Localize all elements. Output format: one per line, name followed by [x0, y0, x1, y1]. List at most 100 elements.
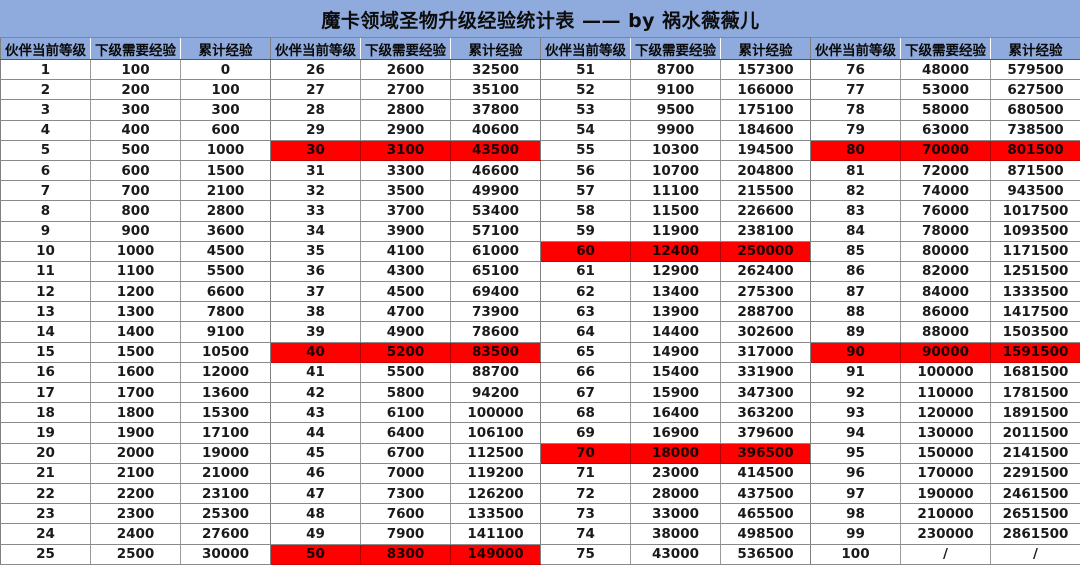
cell-level-lv68: 68 — [541, 403, 631, 423]
cell-level-lv69: 69 — [541, 423, 631, 443]
cell-next-exp-lv65: 14900 — [631, 342, 721, 362]
cell-total-exp-lv23: 25300 — [181, 504, 271, 524]
cell-total-exp-lv100: / — [991, 544, 1080, 564]
cell-level-lv59: 59 — [541, 221, 631, 241]
cell-next-exp-lv53: 9500 — [631, 100, 721, 120]
cell-next-exp-lv66: 15400 — [631, 362, 721, 382]
cell-level-lv83: 83 — [811, 201, 901, 221]
cell-total-exp-lv11: 5500 — [181, 261, 271, 281]
cell-level-lv50: 50 — [271, 544, 361, 564]
cell-total-exp-lv77: 627500 — [991, 80, 1080, 100]
cell-total-exp-lv65: 317000 — [721, 342, 811, 362]
cell-total-exp-lv70: 396500 — [721, 443, 811, 463]
cell-next-exp-lv92: 110000 — [901, 383, 991, 403]
cell-total-exp-lv53: 175100 — [721, 100, 811, 120]
cell-next-exp-lv42: 5800 — [361, 383, 451, 403]
cell-next-exp-lv33: 3700 — [361, 201, 451, 221]
cell-total-exp-lv92: 1781500 — [991, 383, 1080, 403]
cell-next-exp-lv69: 16900 — [631, 423, 721, 443]
cell-next-exp-lv83: 76000 — [901, 201, 991, 221]
cell-next-exp-lv47: 7300 — [361, 483, 451, 503]
cell-next-exp-lv67: 15900 — [631, 383, 721, 403]
cell-total-exp-lv40: 83500 — [451, 342, 541, 362]
cell-total-exp-lv49: 141100 — [451, 524, 541, 544]
cell-next-exp-lv62: 13400 — [631, 282, 721, 302]
cell-next-exp-lv23: 2300 — [91, 504, 181, 524]
cell-level-lv36: 36 — [271, 261, 361, 281]
cell-next-exp-lv97: 190000 — [901, 483, 991, 503]
cell-level-lv72: 72 — [541, 483, 631, 503]
cell-total-exp-lv5: 1000 — [181, 140, 271, 160]
cell-level-lv17: 17 — [1, 383, 91, 403]
cell-next-exp-lv95: 150000 — [901, 443, 991, 463]
cell-level-lv55: 55 — [541, 140, 631, 160]
cell-level-lv9: 9 — [1, 221, 91, 241]
cell-total-exp-lv37: 69400 — [451, 282, 541, 302]
cell-total-exp-lv39: 78600 — [451, 322, 541, 342]
column-header-total-exp-1: 累计经验 — [181, 38, 271, 60]
cell-next-exp-lv39: 4900 — [361, 322, 451, 342]
cell-total-exp-lv18: 15300 — [181, 403, 271, 423]
cell-next-exp-lv59: 11900 — [631, 221, 721, 241]
cell-total-exp-lv66: 331900 — [721, 362, 811, 382]
cell-next-exp-lv84: 78000 — [901, 221, 991, 241]
cell-level-lv7: 7 — [1, 181, 91, 201]
cell-total-exp-lv88: 1417500 — [991, 302, 1080, 322]
cell-total-exp-lv60: 250000 — [721, 241, 811, 261]
cell-total-exp-lv59: 238100 — [721, 221, 811, 241]
cell-next-exp-lv13: 1300 — [91, 302, 181, 322]
cell-next-exp-lv87: 84000 — [901, 282, 991, 302]
cell-total-exp-lv94: 2011500 — [991, 423, 1080, 443]
cell-level-lv35: 35 — [271, 241, 361, 261]
cell-level-lv54: 54 — [541, 120, 631, 140]
cell-level-lv2: 2 — [1, 80, 91, 100]
cell-next-exp-lv73: 33000 — [631, 504, 721, 524]
cell-total-exp-lv46: 119200 — [451, 463, 541, 483]
cell-next-exp-lv9: 900 — [91, 221, 181, 241]
cell-next-exp-lv3: 300 — [91, 100, 181, 120]
cell-total-exp-lv69: 379600 — [721, 423, 811, 443]
cell-level-lv15: 15 — [1, 342, 91, 362]
cell-next-exp-lv14: 1400 — [91, 322, 181, 342]
cell-total-exp-lv73: 465500 — [721, 504, 811, 524]
spreadsheet-canvas: 魔卡领域圣物升级经验统计表 —— by 祸水薇薇儿 伙伴当前等级下级需要经验累计… — [0, 0, 1080, 538]
cell-total-exp-lv96: 2291500 — [991, 463, 1080, 483]
cell-next-exp-lv81: 72000 — [901, 160, 991, 180]
cell-level-lv53: 53 — [541, 100, 631, 120]
cell-next-exp-lv86: 82000 — [901, 261, 991, 281]
cell-total-exp-lv81: 871500 — [991, 160, 1080, 180]
cell-next-exp-lv41: 5500 — [361, 362, 451, 382]
cell-next-exp-lv31: 3300 — [361, 160, 451, 180]
cell-total-exp-lv26: 32500 — [451, 60, 541, 80]
cell-level-lv14: 14 — [1, 322, 91, 342]
cell-next-exp-lv30: 3100 — [361, 140, 451, 160]
cell-level-lv70: 70 — [541, 443, 631, 463]
cell-level-lv57: 57 — [541, 181, 631, 201]
cell-total-exp-lv74: 498500 — [721, 524, 811, 544]
cell-next-exp-lv4: 400 — [91, 120, 181, 140]
cell-next-exp-lv22: 2200 — [91, 483, 181, 503]
cell-total-exp-lv72: 437500 — [721, 483, 811, 503]
cell-level-lv10: 10 — [1, 241, 91, 261]
cell-next-exp-lv64: 14400 — [631, 322, 721, 342]
cell-level-lv32: 32 — [271, 181, 361, 201]
cell-total-exp-lv90: 1591500 — [991, 342, 1080, 362]
column-header-total-exp-3: 累计经验 — [721, 38, 811, 60]
cell-level-lv78: 78 — [811, 100, 901, 120]
page-title: 魔卡领域圣物升级经验统计表 —— by 祸水薇薇儿 — [1, 1, 1080, 38]
cell-total-exp-lv97: 2461500 — [991, 483, 1080, 503]
cell-next-exp-lv40: 5200 — [361, 342, 451, 362]
cell-level-lv80: 80 — [811, 140, 901, 160]
cell-total-exp-lv44: 106100 — [451, 423, 541, 443]
cell-level-lv87: 87 — [811, 282, 901, 302]
cell-level-lv45: 45 — [271, 443, 361, 463]
cell-level-lv21: 21 — [1, 463, 91, 483]
